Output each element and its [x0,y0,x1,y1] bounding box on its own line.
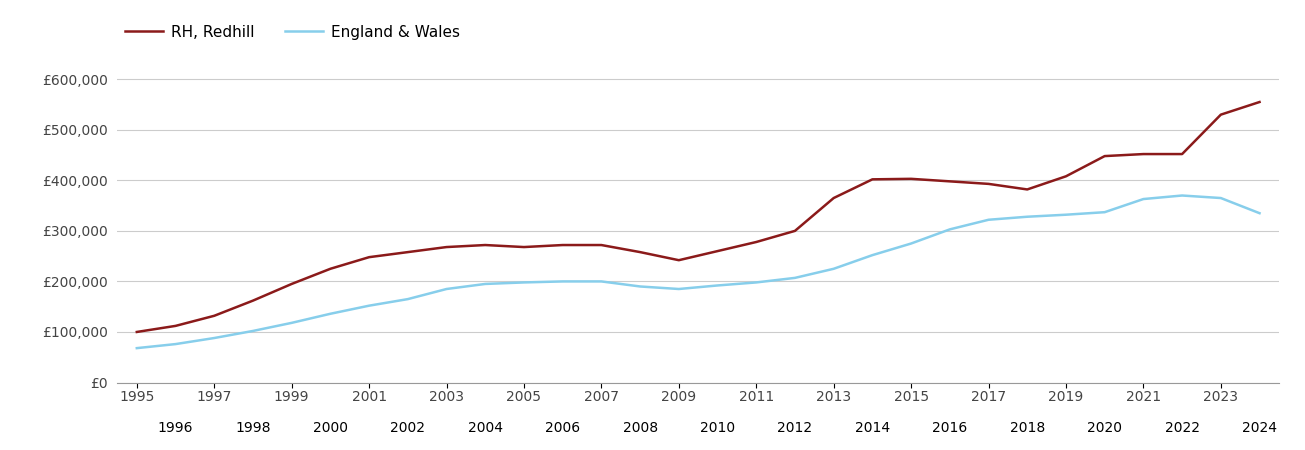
RH, Redhill [1019,187,1035,192]
RH, Redhill [1174,151,1190,157]
RH, Redhill [671,257,686,263]
England & Wales [632,284,647,289]
England & Wales [1019,214,1035,220]
RH, Redhill [787,228,803,234]
RH, Redhill [361,254,377,260]
England & Wales [168,342,184,347]
England & Wales [129,346,145,351]
RH, Redhill [245,298,261,303]
England & Wales [438,286,454,292]
RH, Redhill [206,313,222,319]
England & Wales [399,297,415,302]
RH, Redhill [129,329,145,335]
RH, Redhill [632,249,647,255]
RH, Redhill [942,179,958,184]
England & Wales [865,252,881,258]
England & Wales [245,328,261,333]
England & Wales [517,280,532,285]
England & Wales [1212,195,1228,201]
RH, Redhill [710,248,726,254]
RH, Redhill [826,195,842,201]
RH, Redhill [478,243,493,248]
England & Wales [981,217,997,222]
England & Wales [748,280,763,285]
RH, Redhill [903,176,919,181]
RH, Redhill [322,266,338,271]
Legend: RH, Redhill, England & Wales: RH, Redhill, England & Wales [125,25,459,40]
England & Wales [1058,212,1074,217]
Line: England & Wales: England & Wales [137,195,1259,348]
RH, Redhill [865,177,881,182]
England & Wales [1174,193,1190,198]
Line: RH, Redhill: RH, Redhill [137,102,1259,332]
RH, Redhill [168,323,184,328]
RH, Redhill [748,239,763,245]
RH, Redhill [981,181,997,187]
England & Wales [478,281,493,287]
RH, Redhill [283,281,299,287]
RH, Redhill [1096,153,1112,159]
England & Wales [594,279,609,284]
RH, Redhill [555,243,570,248]
England & Wales [942,227,958,232]
RH, Redhill [1058,174,1074,179]
England & Wales [710,283,726,288]
England & Wales [826,266,842,271]
RH, Redhill [399,249,415,255]
RH, Redhill [1251,99,1267,105]
England & Wales [361,303,377,308]
England & Wales [1251,211,1267,216]
England & Wales [1135,196,1151,202]
England & Wales [283,320,299,325]
England & Wales [671,286,686,292]
England & Wales [206,335,222,341]
England & Wales [322,311,338,316]
England & Wales [787,275,803,281]
England & Wales [903,241,919,246]
RH, Redhill [1135,151,1151,157]
England & Wales [1096,210,1112,215]
RH, Redhill [594,243,609,248]
RH, Redhill [517,244,532,250]
England & Wales [555,279,570,284]
RH, Redhill [1212,112,1228,117]
RH, Redhill [438,244,454,250]
